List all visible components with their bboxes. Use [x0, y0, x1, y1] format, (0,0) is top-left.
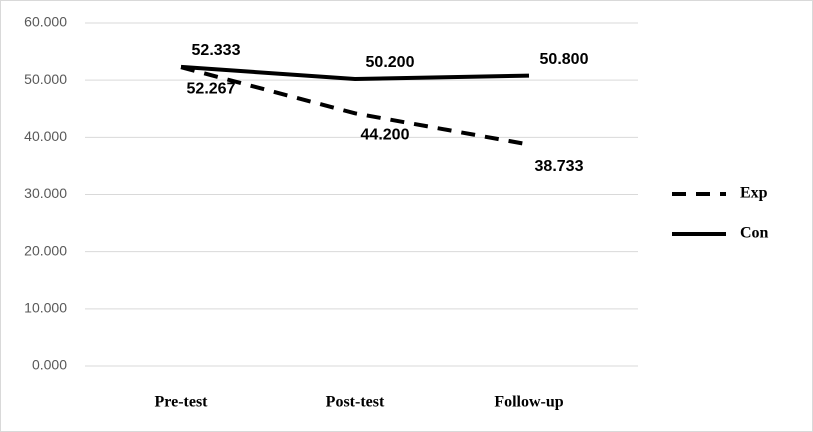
y-tick-label: 0.000 — [32, 357, 67, 373]
legend-label: Exp — [740, 185, 768, 202]
y-tick-label: 60.000 — [24, 14, 67, 30]
x-tick-label: Post-test — [326, 394, 385, 411]
data-label: 50.800 — [540, 51, 589, 68]
data-label: 50.200 — [366, 54, 415, 71]
data-label: 52.267 — [187, 80, 236, 97]
series-line — [180, 64, 530, 82]
y-tick-label: 40.000 — [24, 128, 67, 144]
y-tick-label: 10.000 — [24, 300, 67, 316]
y-tick-label: 50.000 — [24, 71, 67, 87]
x-tick-label: Follow-up — [494, 394, 563, 411]
legend-label: Con — [740, 225, 769, 242]
data-label: 44.200 — [361, 127, 410, 144]
x-tick-label: Pre-test — [155, 394, 209, 411]
data-label: 52.333 — [192, 42, 241, 59]
series-line — [180, 65, 530, 147]
y-tick-label: 20.000 — [24, 242, 67, 258]
y-tick-label: 30.000 — [24, 185, 67, 201]
data-label: 38.733 — [535, 158, 584, 175]
